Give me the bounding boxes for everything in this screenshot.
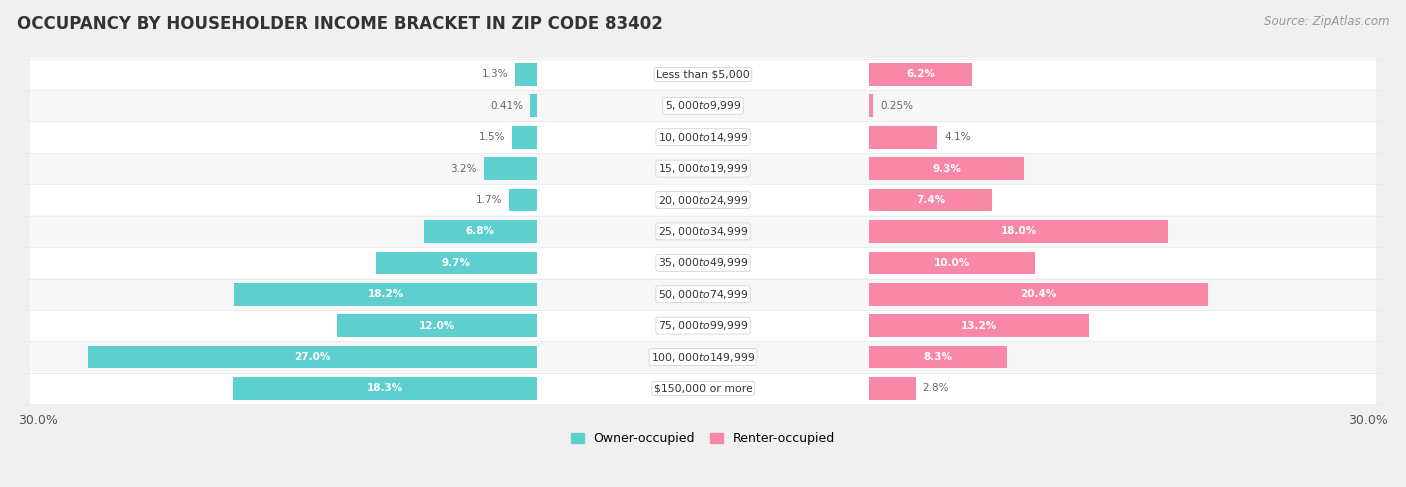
Bar (869, 63, 972, 86)
Text: 10.0%: 10.0% (934, 258, 970, 268)
Text: 6.2%: 6.2% (907, 69, 935, 79)
Text: 18.0%: 18.0% (1001, 226, 1036, 236)
Bar (530, 94, 537, 117)
Text: $15,000 to $19,999: $15,000 to $19,999 (658, 162, 748, 175)
Bar (337, 314, 537, 337)
Text: 6.8%: 6.8% (465, 226, 495, 236)
Text: $10,000 to $14,999: $10,000 to $14,999 (658, 131, 748, 144)
Bar (30, 341, 1376, 373)
Text: Less than $5,000: Less than $5,000 (657, 69, 749, 79)
Bar (869, 188, 993, 211)
Text: 3.2%: 3.2% (450, 164, 477, 173)
Bar (30, 90, 1376, 122)
Text: 4.1%: 4.1% (943, 132, 970, 142)
Text: 2.8%: 2.8% (922, 383, 949, 393)
Bar (869, 251, 1035, 274)
Text: $5,000 to $9,999: $5,000 to $9,999 (665, 99, 741, 112)
Text: 7.4%: 7.4% (917, 195, 945, 205)
Text: OCCUPANCY BY HOUSEHOLDER INCOME BRACKET IN ZIP CODE 83402: OCCUPANCY BY HOUSEHOLDER INCOME BRACKET … (17, 15, 662, 33)
Bar (869, 283, 1208, 305)
Text: 1.3%: 1.3% (482, 69, 509, 79)
Text: $75,000 to $99,999: $75,000 to $99,999 (658, 319, 748, 332)
Bar (30, 58, 1376, 91)
Text: 8.3%: 8.3% (924, 352, 953, 362)
Text: Source: ZipAtlas.com: Source: ZipAtlas.com (1264, 15, 1389, 28)
Bar (869, 220, 1168, 243)
Text: 0.41%: 0.41% (491, 101, 523, 111)
Text: 27.0%: 27.0% (294, 352, 330, 362)
Text: 18.3%: 18.3% (367, 383, 404, 393)
Bar (30, 215, 1376, 247)
Text: 20.4%: 20.4% (1021, 289, 1057, 299)
Bar (869, 94, 873, 117)
Bar (30, 247, 1376, 279)
Bar (515, 63, 537, 86)
Text: $100,000 to $149,999: $100,000 to $149,999 (651, 351, 755, 364)
Text: $25,000 to $34,999: $25,000 to $34,999 (658, 225, 748, 238)
Bar (869, 157, 1024, 180)
Bar (30, 152, 1376, 185)
Bar (869, 346, 1007, 368)
Text: 9.3%: 9.3% (932, 164, 960, 173)
Bar (89, 346, 537, 368)
Text: 12.0%: 12.0% (419, 320, 456, 331)
Text: 9.7%: 9.7% (441, 258, 471, 268)
Text: 18.2%: 18.2% (367, 289, 404, 299)
Bar (423, 220, 537, 243)
Bar (30, 278, 1376, 310)
Text: $20,000 to $24,999: $20,000 to $24,999 (658, 193, 748, 206)
Bar (375, 251, 537, 274)
Text: 1.7%: 1.7% (475, 195, 502, 205)
Bar (484, 157, 537, 180)
Bar (30, 310, 1376, 342)
Text: $50,000 to $74,999: $50,000 to $74,999 (658, 288, 748, 301)
Bar (30, 373, 1376, 405)
Bar (233, 377, 537, 400)
Legend: Owner-occupied, Renter-occupied: Owner-occupied, Renter-occupied (571, 432, 835, 445)
Bar (509, 188, 537, 211)
Bar (235, 283, 537, 305)
Text: $35,000 to $49,999: $35,000 to $49,999 (658, 256, 748, 269)
Text: 1.5%: 1.5% (478, 132, 505, 142)
Bar (869, 126, 938, 149)
Text: 0.25%: 0.25% (880, 101, 912, 111)
Bar (869, 314, 1088, 337)
Bar (30, 121, 1376, 153)
Bar (30, 184, 1376, 216)
Bar (869, 377, 915, 400)
Bar (512, 126, 537, 149)
Text: $150,000 or more: $150,000 or more (654, 383, 752, 393)
Text: 13.2%: 13.2% (960, 320, 997, 331)
